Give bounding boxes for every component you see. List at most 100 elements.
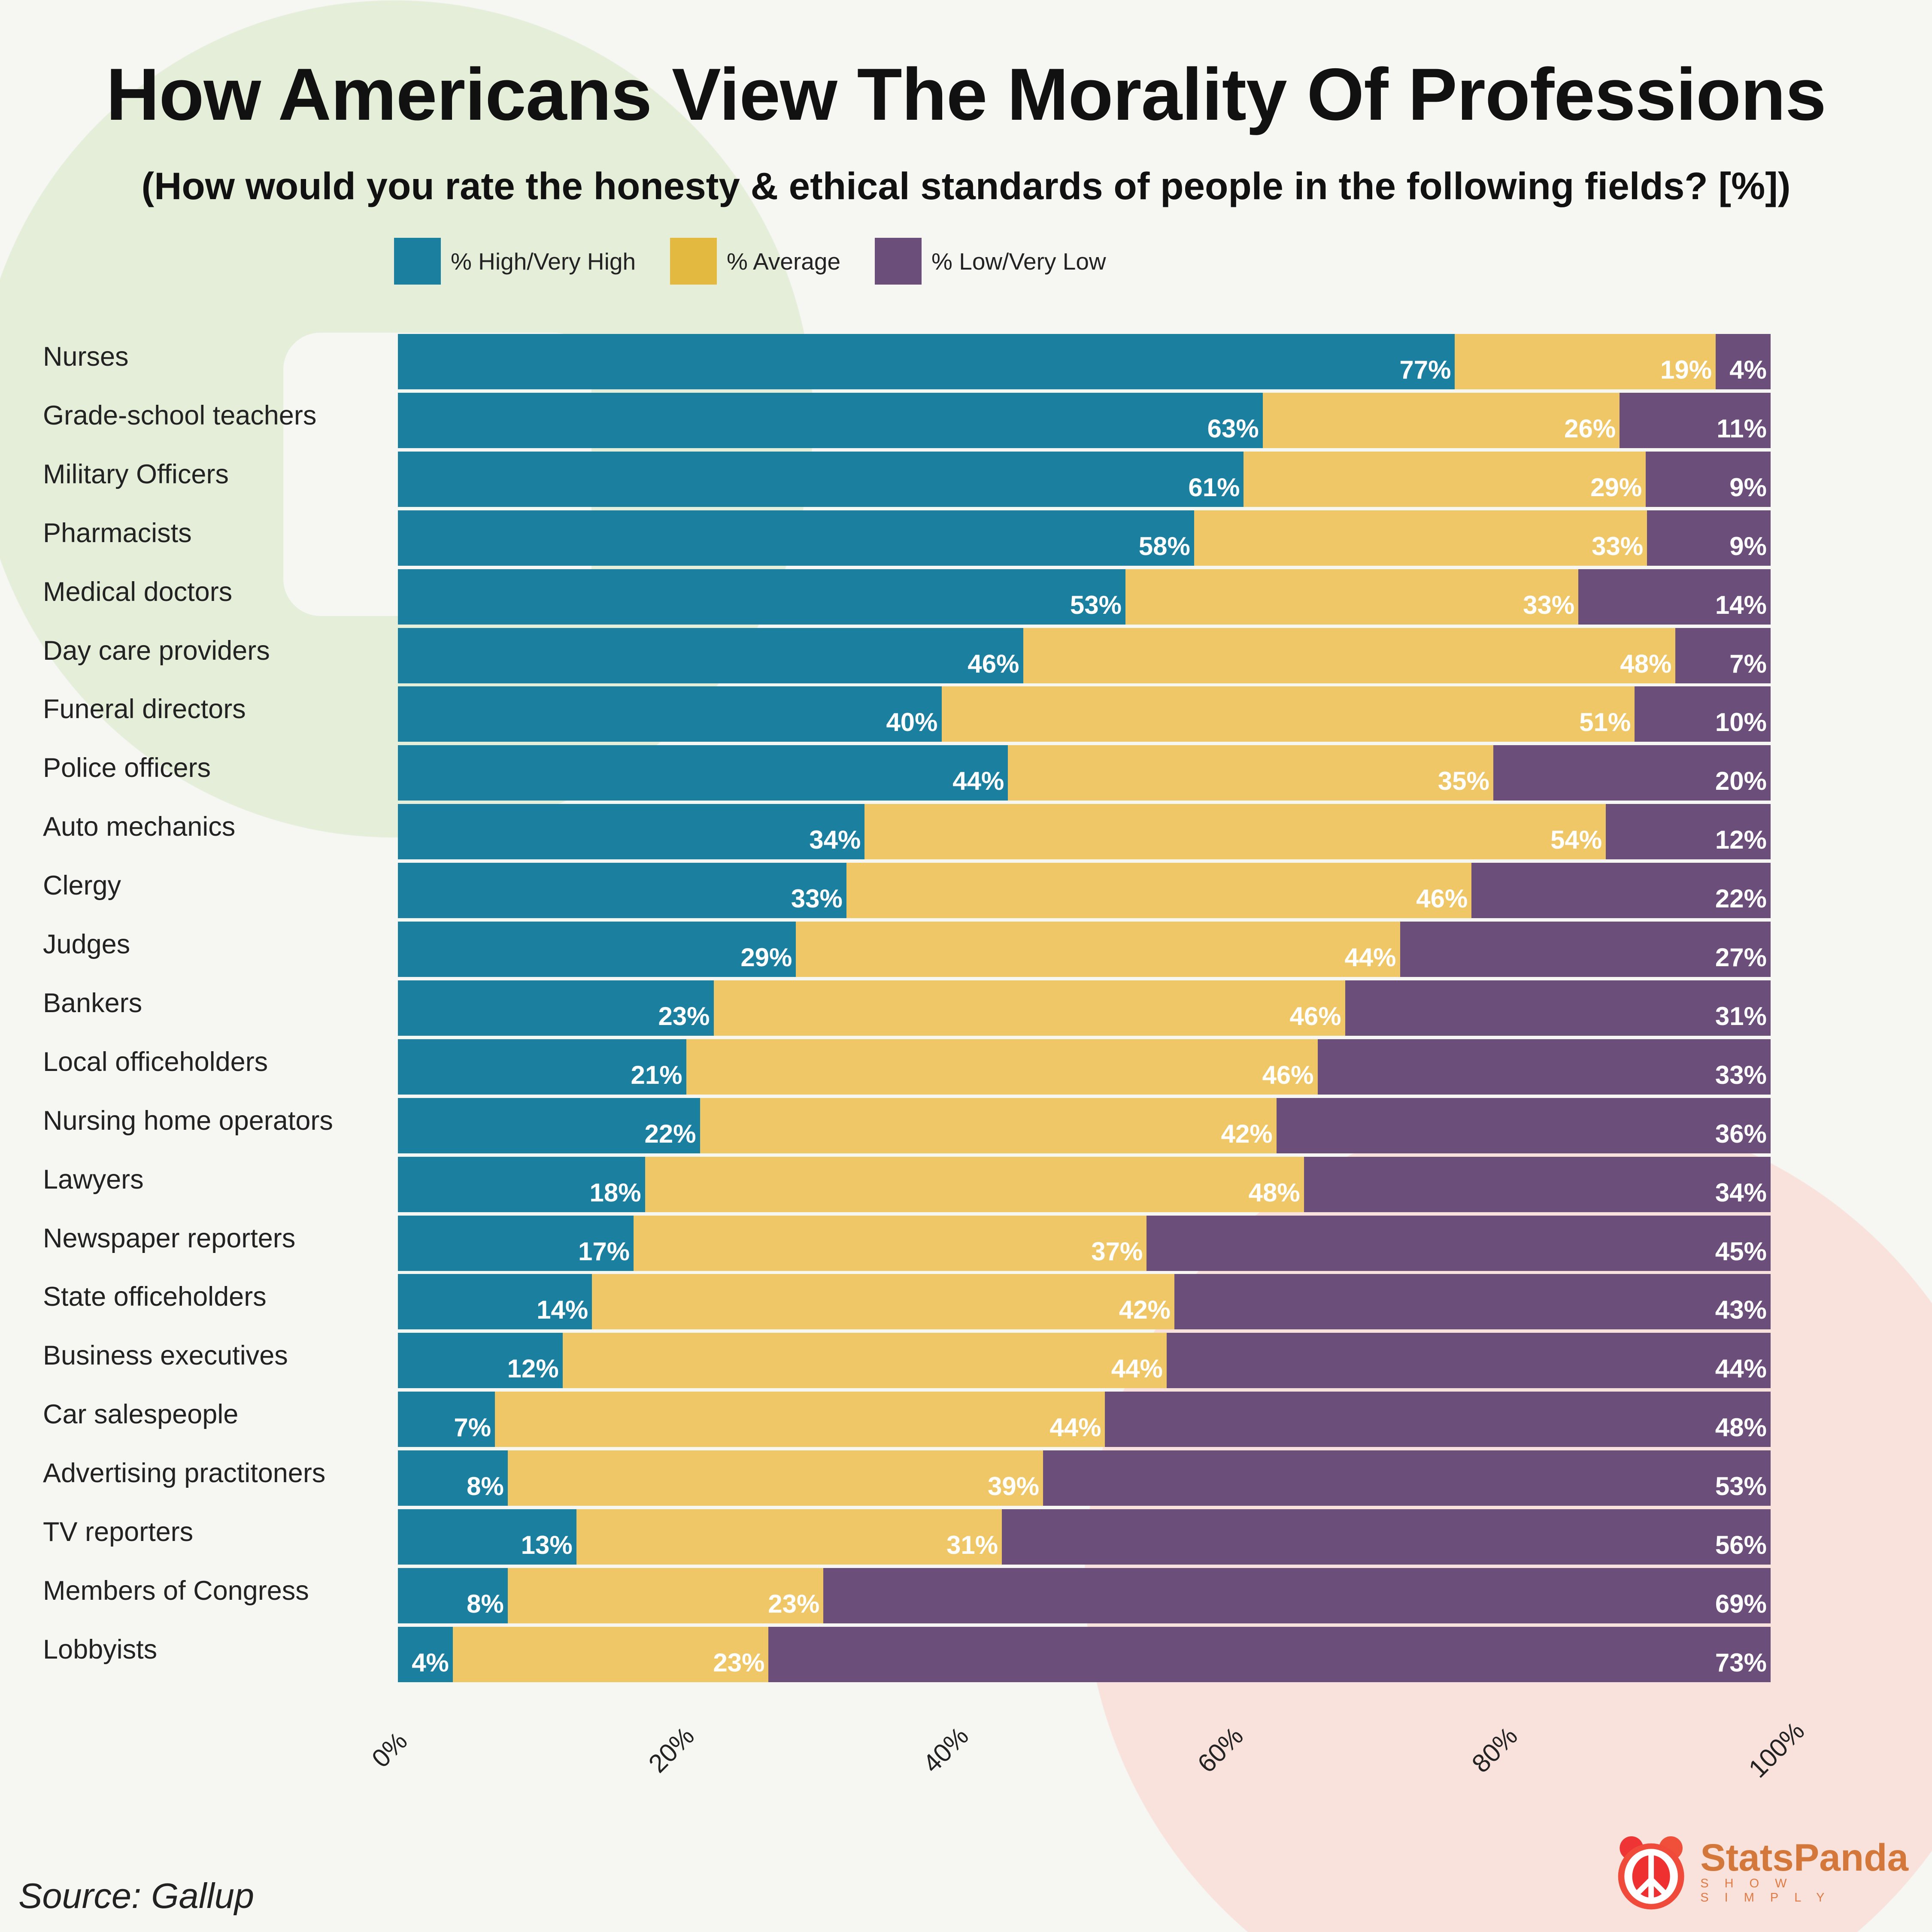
value-label: 73% (1715, 1648, 1767, 1677)
bar-low (1146, 1215, 1771, 1271)
legend-label: % Average (727, 248, 841, 275)
value-label: 14% (537, 1295, 588, 1325)
value-label: 48% (1620, 649, 1672, 678)
value-label: 31% (946, 1531, 998, 1559)
bar-high (398, 451, 1244, 507)
bar-average (452, 1626, 769, 1682)
bar-low (1635, 686, 1771, 742)
value-label: 44% (1715, 1354, 1767, 1383)
bar-low (1620, 392, 1771, 448)
value-label: 19% (1660, 355, 1712, 384)
category-label: Judges (43, 929, 130, 959)
category-label: Medical doctors (43, 576, 233, 607)
value-label: 23% (713, 1648, 765, 1677)
bar-low (1166, 1333, 1771, 1389)
bar-high (398, 1450, 508, 1506)
value-label: 44% (952, 767, 1004, 796)
chart-title: How Americans View The Morality Of Profe… (106, 53, 1826, 136)
legend-swatch-low (875, 238, 922, 285)
value-label: 46% (968, 649, 1019, 678)
panda-peace-icon (1618, 1836, 1684, 1910)
x-tick-label: 20% (643, 1721, 700, 1778)
bar-high (398, 510, 1194, 566)
bar-average (796, 922, 1400, 977)
category-label: Police officers (43, 753, 211, 783)
bar-high (398, 745, 1008, 801)
value-label: 29% (740, 943, 792, 972)
category-label: Pharmacists (43, 518, 192, 548)
bar-high (398, 863, 846, 919)
value-label: 46% (1262, 1060, 1314, 1089)
bar-average (495, 1392, 1105, 1447)
bar-high (398, 1626, 453, 1682)
bar-low (1400, 922, 1771, 977)
bar-high (398, 392, 1263, 448)
category-label: Business executives (43, 1341, 288, 1371)
bar-average (846, 863, 1472, 919)
value-label: 14% (1715, 590, 1767, 619)
value-label: 20% (1715, 767, 1767, 796)
bar-average (1194, 510, 1647, 566)
value-label: 46% (1416, 884, 1468, 913)
legend-item-low: % Low/Very Low (875, 238, 1106, 285)
value-label: 23% (768, 1589, 820, 1618)
value-label: 43% (1715, 1295, 1767, 1325)
bar-high (398, 1392, 495, 1447)
value-label: 7% (454, 1413, 491, 1442)
value-label: 54% (1550, 825, 1602, 855)
bar-average (713, 980, 1345, 1036)
value-label: 46% (1289, 1001, 1341, 1031)
legend-label: % Low/Very Low (931, 248, 1106, 275)
bar-average (507, 1450, 1043, 1506)
bar-low (1647, 510, 1771, 566)
bar-high (398, 922, 796, 977)
bar-low (1174, 1274, 1771, 1330)
bar-average (686, 1039, 1318, 1095)
bar-low (823, 1568, 1771, 1623)
bar-low (1345, 980, 1771, 1036)
category-label: Auto mechanics (43, 812, 236, 842)
value-label: 42% (1119, 1295, 1171, 1325)
value-label: 33% (791, 884, 843, 913)
value-label: 23% (658, 1001, 710, 1031)
bar-high (398, 1509, 576, 1565)
legend: % High/Very High % Average % Low/Very Lo… (394, 238, 1140, 285)
legend-item-average: % Average (670, 238, 840, 285)
value-label: 33% (1715, 1060, 1767, 1089)
bar-low (1716, 334, 1771, 389)
category-label: Funeral directors (43, 694, 246, 725)
value-label: 36% (1715, 1119, 1767, 1148)
bar-average (1008, 745, 1493, 801)
bar-high (398, 686, 942, 742)
bar-average (700, 1098, 1277, 1153)
value-label: 27% (1715, 943, 1767, 972)
value-label: 34% (809, 825, 861, 855)
bar-average (1262, 392, 1620, 448)
bar-average (1125, 569, 1579, 625)
value-label: 53% (1715, 1472, 1767, 1501)
bar-low (1646, 451, 1771, 507)
bar-low (1471, 863, 1771, 919)
value-label: 29% (1590, 473, 1642, 502)
value-label: 58% (1138, 531, 1190, 561)
value-label: 17% (578, 1237, 630, 1266)
bar-average (941, 686, 1635, 742)
bar-high (398, 628, 1023, 683)
value-label: 77% (1399, 355, 1451, 384)
value-label: 22% (644, 1119, 696, 1148)
source-note: Source: Gallup (18, 1876, 255, 1916)
category-label: State officeholders (43, 1282, 267, 1312)
bar-high (398, 1215, 634, 1271)
value-label: 22% (1715, 884, 1767, 913)
value-label: 12% (507, 1354, 559, 1383)
x-tick-label: 0% (366, 1726, 413, 1773)
bar-average (645, 1156, 1304, 1212)
bar-low (1276, 1098, 1771, 1153)
value-label: 9% (1729, 473, 1767, 502)
category-label: Lobbyists (43, 1634, 158, 1665)
bar-low (1304, 1156, 1771, 1212)
bar-high (398, 1333, 563, 1389)
x-tick-label: 60% (1192, 1721, 1249, 1778)
category-label: Bankers (43, 988, 143, 1018)
category-label: Advertising practitoners (43, 1458, 326, 1489)
